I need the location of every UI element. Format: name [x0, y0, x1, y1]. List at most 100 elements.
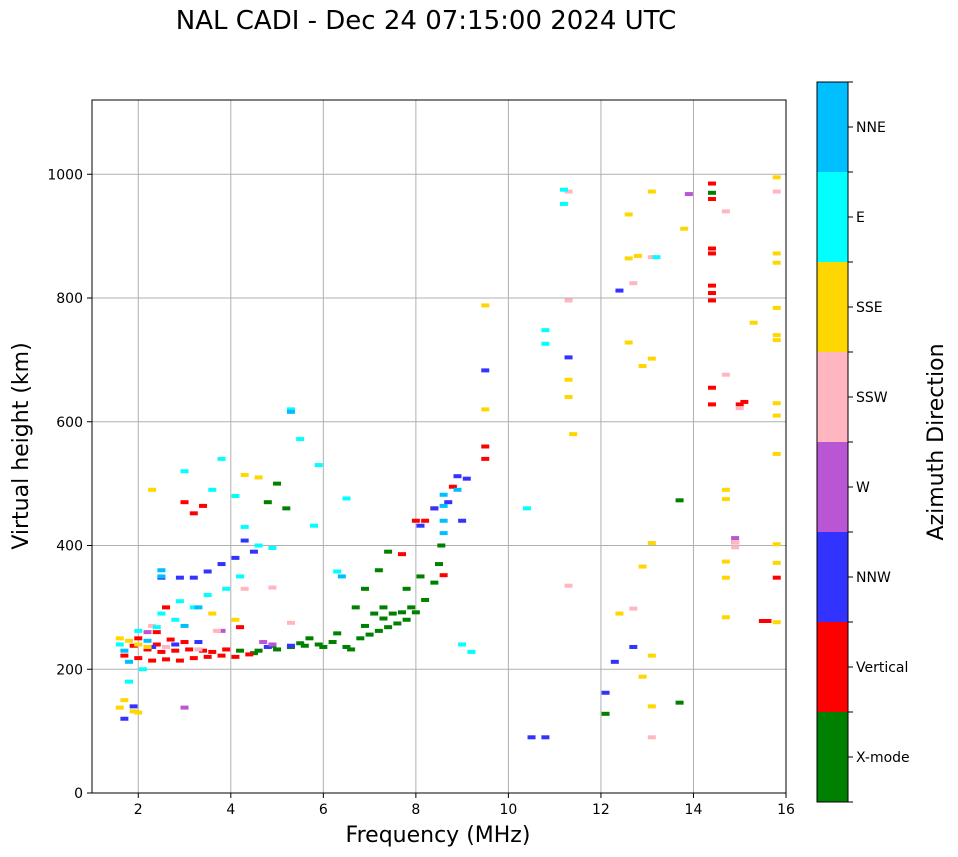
echo-point [772, 175, 781, 180]
echo-point [157, 649, 166, 654]
echo-point [129, 704, 138, 709]
echo-point [194, 605, 203, 610]
echo-point [143, 630, 152, 635]
echo-point [189, 656, 198, 661]
echo-point [194, 647, 203, 652]
echo-point [231, 555, 240, 560]
echo-point [125, 679, 134, 684]
echo-point [721, 575, 730, 580]
echo-point [189, 575, 198, 580]
echo-point [749, 320, 758, 325]
echo-point [772, 338, 781, 343]
echo-point [286, 409, 295, 414]
y-tick-label: 1000 [47, 167, 83, 183]
echo-point [638, 564, 647, 569]
series-sse [115, 175, 781, 715]
echo-point [481, 444, 490, 449]
echo-point [310, 523, 319, 528]
echo-point [384, 549, 393, 554]
echo-point [601, 711, 610, 716]
echo-point [157, 611, 166, 616]
echo-point [143, 644, 152, 649]
echo-point [157, 574, 166, 579]
colorbar-tick-label: W [856, 480, 870, 496]
echo-point [439, 531, 448, 536]
echo-point [647, 735, 656, 740]
echo-point [735, 406, 744, 411]
colorbar-tick-label: SSE [856, 300, 883, 316]
echo-point [393, 621, 402, 626]
echo-point [125, 659, 134, 664]
echo-point [675, 498, 684, 503]
echo-point [175, 575, 184, 580]
echo-point [208, 611, 217, 616]
echo-point [624, 256, 633, 261]
echo-point [143, 647, 152, 652]
echo-point [707, 251, 716, 256]
echo-point [402, 617, 411, 622]
echo-point [162, 605, 171, 610]
echo-point [435, 562, 443, 567]
echo-point [707, 385, 716, 390]
echo-point [421, 597, 430, 602]
echo-point [458, 518, 467, 523]
echo-point [249, 549, 258, 554]
echo-point [564, 298, 573, 303]
echo-point [772, 189, 781, 194]
echo-point [208, 649, 217, 654]
echo-point [333, 631, 342, 636]
echo-point [120, 698, 129, 703]
echo-point [115, 636, 124, 641]
echo-point [319, 644, 328, 649]
echo-point [610, 659, 619, 664]
echo-point [273, 481, 282, 486]
echo-point [212, 628, 221, 633]
echo-point [559, 201, 568, 206]
echo-point [217, 456, 226, 461]
echo-point [721, 559, 730, 564]
echo-point [731, 545, 740, 550]
echo-point [740, 399, 749, 404]
echo-point [342, 496, 351, 501]
echo-point [268, 545, 277, 550]
echo-point [430, 506, 439, 511]
echo-point [240, 524, 249, 529]
colorbar-swatch [817, 622, 848, 712]
echo-point [772, 260, 781, 265]
echo-point [148, 487, 157, 492]
echo-point [240, 472, 249, 477]
echo-point [185, 647, 194, 652]
echo-point [351, 605, 360, 610]
series-x-mode [236, 190, 740, 716]
echo-point [175, 599, 184, 604]
echo-point [254, 475, 263, 480]
echo-point [444, 500, 453, 505]
echo-point [647, 541, 656, 546]
echo-point [633, 253, 642, 258]
echo-point [439, 503, 448, 508]
echo-point [680, 226, 689, 231]
y-tick-label: 400 [56, 539, 83, 555]
echo-point [437, 543, 446, 548]
echo-point [439, 518, 448, 523]
echo-point [453, 474, 462, 479]
echo-point [296, 641, 305, 646]
echo-point [199, 648, 208, 653]
echo-point [203, 654, 212, 659]
colorbar-tick-label: NNE [856, 120, 886, 136]
echo-point [342, 644, 351, 649]
x-tick-label: 10 [499, 802, 517, 818]
colorbar-swatch [817, 532, 848, 622]
echo-point [300, 643, 309, 648]
echo-point [638, 364, 647, 369]
echo-point [416, 523, 425, 528]
echo-point [731, 540, 740, 545]
echo-point [203, 593, 212, 597]
echo-point [254, 648, 263, 653]
echo-point [180, 469, 189, 474]
echo-point [162, 644, 171, 649]
echo-point [707, 197, 716, 201]
echo-point [120, 648, 129, 653]
echo-point [157, 568, 166, 573]
